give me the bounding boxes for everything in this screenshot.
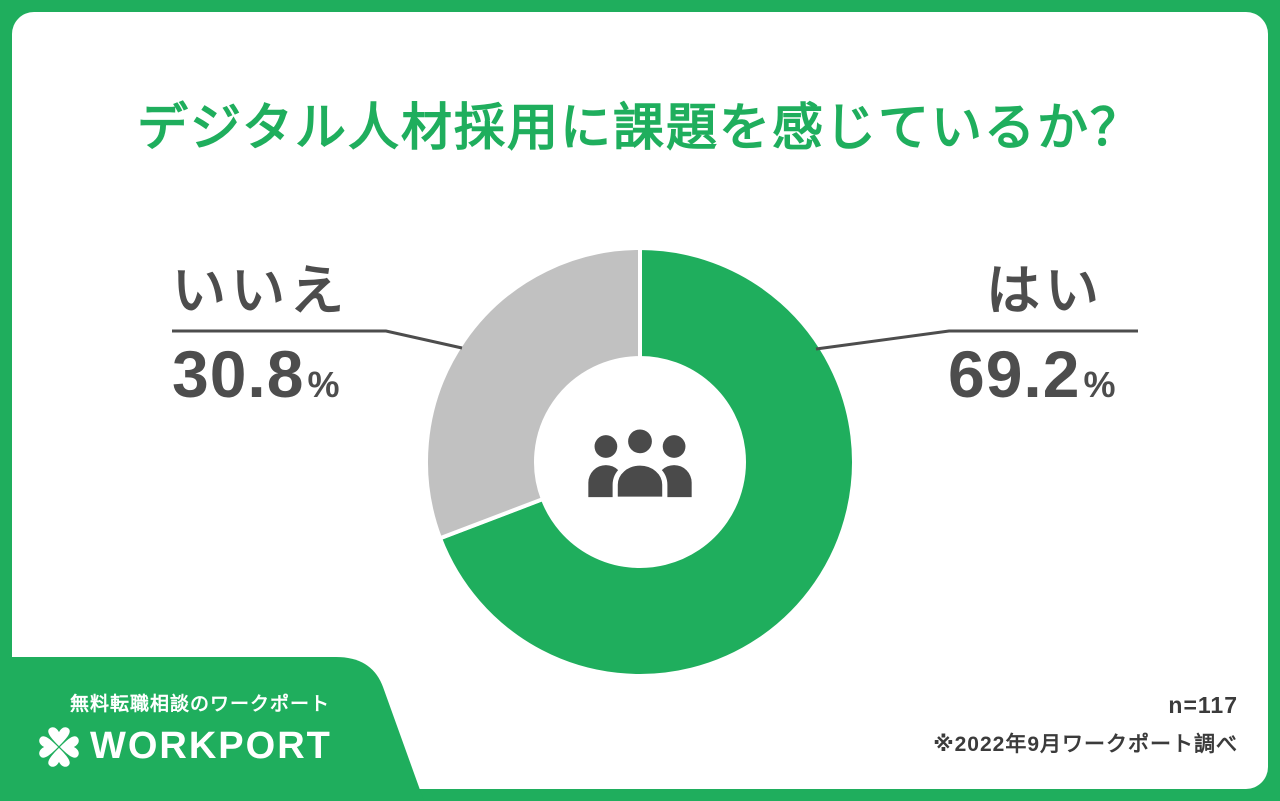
value-yes-unit: % <box>1083 364 1116 405</box>
sample-size: n=117 <box>1168 692 1238 718</box>
source-note: ※2022年9月ワークポート調べ <box>933 733 1238 756</box>
brand-logo: WORKPORT <box>38 725 332 768</box>
value-yes: 69.2% <box>948 336 1115 412</box>
people-group-icon <box>578 418 702 506</box>
label-no: いいえ <box>172 261 349 321</box>
value-yes-number: 69.2 <box>948 337 1081 411</box>
donut-chart-svg <box>424 246 856 678</box>
banner-shape <box>0 657 424 801</box>
chart-title: デジタル人材採用に課題を感じているか？ <box>137 99 1143 156</box>
donut-chart <box>420 242 860 682</box>
value-no-number: 30.8 <box>172 337 305 411</box>
brand-name: WORKPORT <box>90 725 332 767</box>
brand-banner: 無料転職相談のワークポート WORKPORT <box>0 649 460 801</box>
banner-tagline: 無料転職相談のワークポート <box>70 694 331 715</box>
donut-segment-no <box>424 246 642 541</box>
clover-icon <box>39 726 79 767</box>
label-yes: はい <box>986 261 1104 321</box>
source-block: n=117 ※2022年9月ワークポート調べ <box>933 692 1238 758</box>
value-no: 30.8% <box>172 336 339 412</box>
donut-segment-yes <box>438 246 856 678</box>
value-no-unit: % <box>307 364 340 405</box>
